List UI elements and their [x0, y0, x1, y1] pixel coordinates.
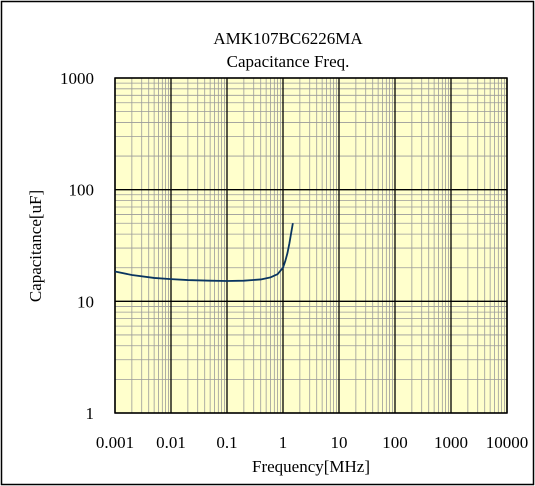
series-layer [114, 223, 294, 282]
x-tick-label: 10000 [486, 433, 529, 452]
y-tick-label: 1000 [60, 69, 94, 88]
plot-border [114, 77, 508, 414]
y-tick-label: 100 [69, 181, 95, 200]
chart-subtitle: Capacitance Freq. [227, 52, 350, 71]
y-tick-labels: 1 10 100 1000 [60, 69, 94, 423]
y-tick-label: 10 [77, 292, 94, 311]
x-tick-label: 1000 [434, 433, 468, 452]
x-tick-label: 100 [382, 433, 408, 452]
plot-area [115, 78, 507, 413]
x-tick-label: 0.001 [96, 433, 134, 452]
x-tick-label: 1 [279, 433, 288, 452]
x-tick-label: 0.01 [156, 433, 186, 452]
minor-gridlines [115, 78, 507, 413]
x-tick-label: 0.1 [216, 433, 237, 452]
x-tick-labels: 0.001 0.01 0.1 1 10 100 1000 10000 [96, 433, 528, 452]
x-axis-label: Frequency[MHz] [252, 457, 370, 476]
series-line [114, 223, 294, 282]
x-tick-label: 10 [331, 433, 348, 452]
chart-title: AMK107BC6226MA [213, 29, 363, 48]
y-axis-label: Capacitance[uF] [26, 190, 45, 302]
y-tick-label: 1 [86, 404, 95, 423]
